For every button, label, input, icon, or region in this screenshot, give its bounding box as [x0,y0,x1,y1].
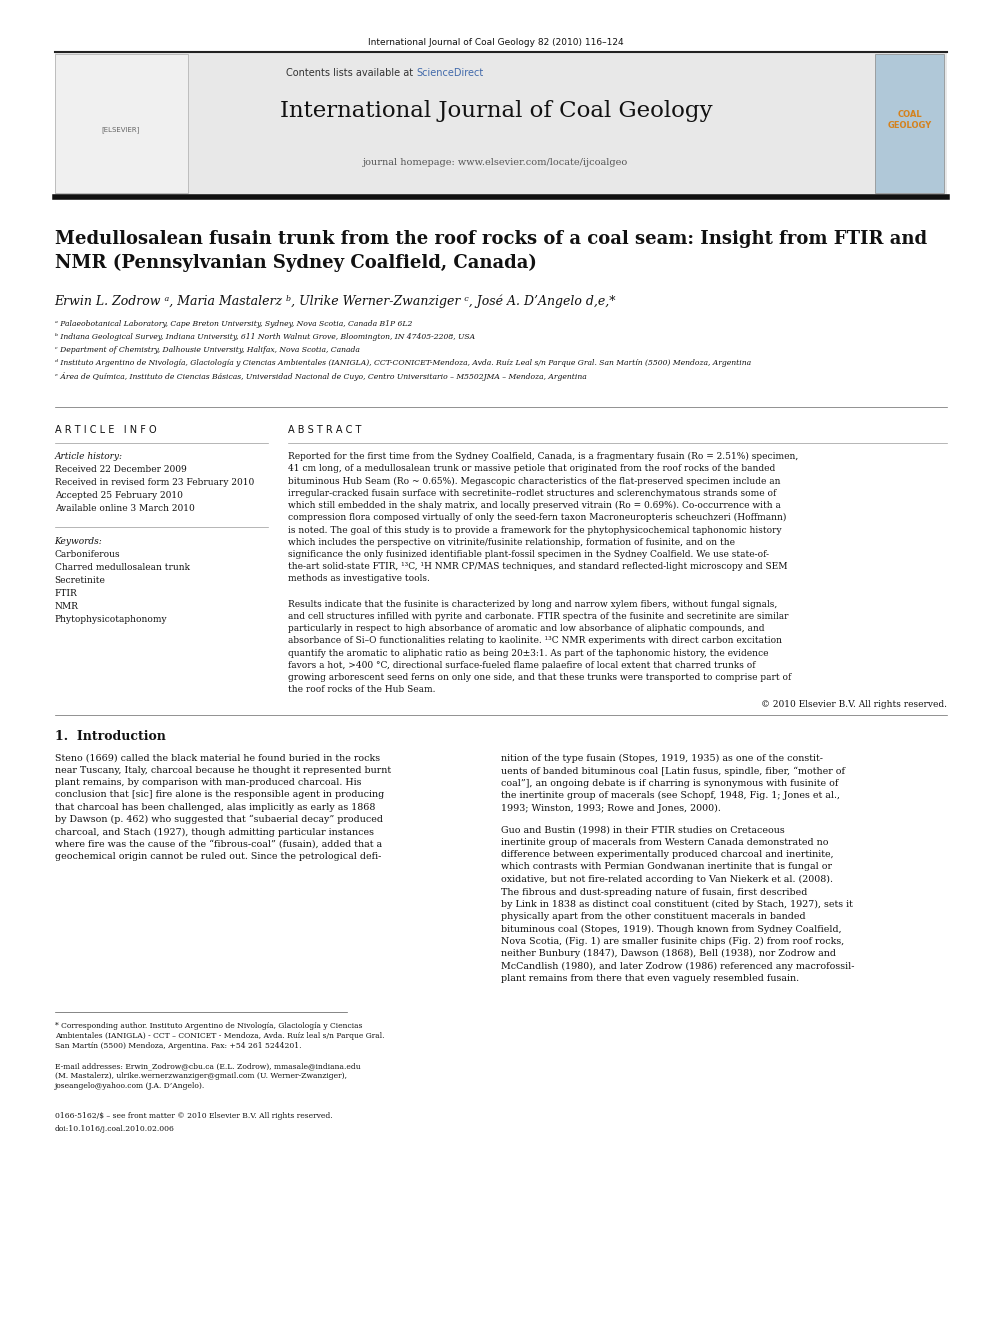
Text: E-mail addresses: Erwin_Zodrow@cbu.ca (E.L. Zodrow), mmasale@indiana.edu
(M. Mas: E-mail addresses: Erwin_Zodrow@cbu.ca (E… [55,1062,360,1090]
Text: Charred medullosalean trunk: Charred medullosalean trunk [55,564,189,572]
Text: International Journal of Coal Geology 82 (2010) 116–124: International Journal of Coal Geology 82… [368,38,624,48]
Text: 0166-5162/$ – see front matter © 2010 Elsevier B.V. All rights reserved.: 0166-5162/$ – see front matter © 2010 El… [55,1113,332,1121]
Text: ᵃ Palaeobotanical Laboratory, Cape Breton University, Sydney, Nova Scotia, Canad: ᵃ Palaeobotanical Laboratory, Cape Breto… [55,320,412,328]
Text: journal homepage: www.elsevier.com/locate/ijcoalgeo: journal homepage: www.elsevier.com/locat… [363,157,629,167]
Text: A R T I C L E   I N F O: A R T I C L E I N F O [55,425,156,435]
Text: Phytophysicotaphonomy: Phytophysicotaphonomy [55,615,168,624]
Text: Article history:: Article history: [55,452,123,460]
Bar [55,52,947,194]
Text: ScienceDirect: ScienceDirect [417,67,484,78]
Text: doi:10.1016/j.coal.2010.02.006: doi:10.1016/j.coal.2010.02.006 [55,1125,175,1132]
Text: Erwin L. Zodrow ᵃ, Maria Mastalerz ᵇ, Ulrike Werner-Zwanziger ᶜ, José A. D’Angel: Erwin L. Zodrow ᵃ, Maria Mastalerz ᵇ, Ul… [55,294,616,307]
Text: [ELSEVIER]: [ELSEVIER] [102,127,140,134]
Text: Results indicate that the fusinite is characterized by long and narrow xylem fib: Results indicate that the fusinite is ch… [288,601,791,695]
Text: The fibrous and dust-spreading nature of fusain, first described
by Link in 1838: The fibrous and dust-spreading nature of… [501,888,854,983]
Text: Received in revised form 23 February 2010: Received in revised form 23 February 201… [55,478,254,487]
Text: nition of the type fusain (Stopes, 1919, 1935) as one of the constit-
uents of b: nition of the type fusain (Stopes, 1919,… [501,754,845,812]
Text: FTIR: FTIR [55,589,77,598]
Text: Carboniferous: Carboniferous [55,550,120,560]
Text: Received 22 December 2009: Received 22 December 2009 [55,464,186,474]
Text: NMR: NMR [55,602,78,611]
Text: A B S T R A C T: A B S T R A C T [288,425,361,435]
Text: © 2010 Elsevier B.V. All rights reserved.: © 2010 Elsevier B.V. All rights reserved… [762,700,947,709]
Text: ᶜ Department of Chemistry, Dalhousie University, Halifax, Nova Scotia, Canada: ᶜ Department of Chemistry, Dalhousie Uni… [55,345,359,355]
Text: Keywords:: Keywords: [55,537,102,546]
FancyBboxPatch shape [875,54,944,193]
Text: COAL
GEOLOGY: COAL GEOLOGY [888,110,931,130]
Text: Medullosalean fusain trunk from the roof rocks of a coal seam: Insight from FTIR: Medullosalean fusain trunk from the roof… [55,230,927,273]
Text: * Corresponding author. Instituto Argentino de Nivología, Glaciología y Ciencias: * Corresponding author. Instituto Argent… [55,1021,384,1050]
Text: International Journal of Coal Geology: International Journal of Coal Geology [280,101,712,122]
Text: 1.  Introduction: 1. Introduction [55,730,166,744]
Bar [55,54,188,193]
Text: Available online 3 March 2010: Available online 3 March 2010 [55,504,194,513]
Text: ᵇ Indiana Geological Survey, Indiana University, 611 North Walnut Grove, Bloomin: ᵇ Indiana Geological Survey, Indiana Uni… [55,333,475,341]
Text: Contents lists available at: Contents lists available at [287,67,417,78]
Text: ᵉ Área de Química, Instituto de Ciencias Básicas, Universidad Nacional de Cuyo, : ᵉ Área de Química, Instituto de Ciencias… [55,372,586,381]
Text: Guo and Bustin (1998) in their FTIR studies on Cretaceous
inertinite group of ma: Guo and Bustin (1998) in their FTIR stud… [501,826,833,884]
Text: Secretinite: Secretinite [55,576,105,585]
Text: Accepted 25 February 2010: Accepted 25 February 2010 [55,491,183,500]
Text: ᵈ Instituto Argentino de Nivología, Glaciología y Ciencias Ambientales (IANIGLA): ᵈ Instituto Argentino de Nivología, Glac… [55,359,751,366]
Text: Reported for the first time from the Sydney Coalfield, Canada, is a fragmentary : Reported for the first time from the Syd… [288,452,798,583]
Text: Steno (1669) called the black material he found buried in the rocks
near Tuscany: Steno (1669) called the black material h… [55,754,391,861]
